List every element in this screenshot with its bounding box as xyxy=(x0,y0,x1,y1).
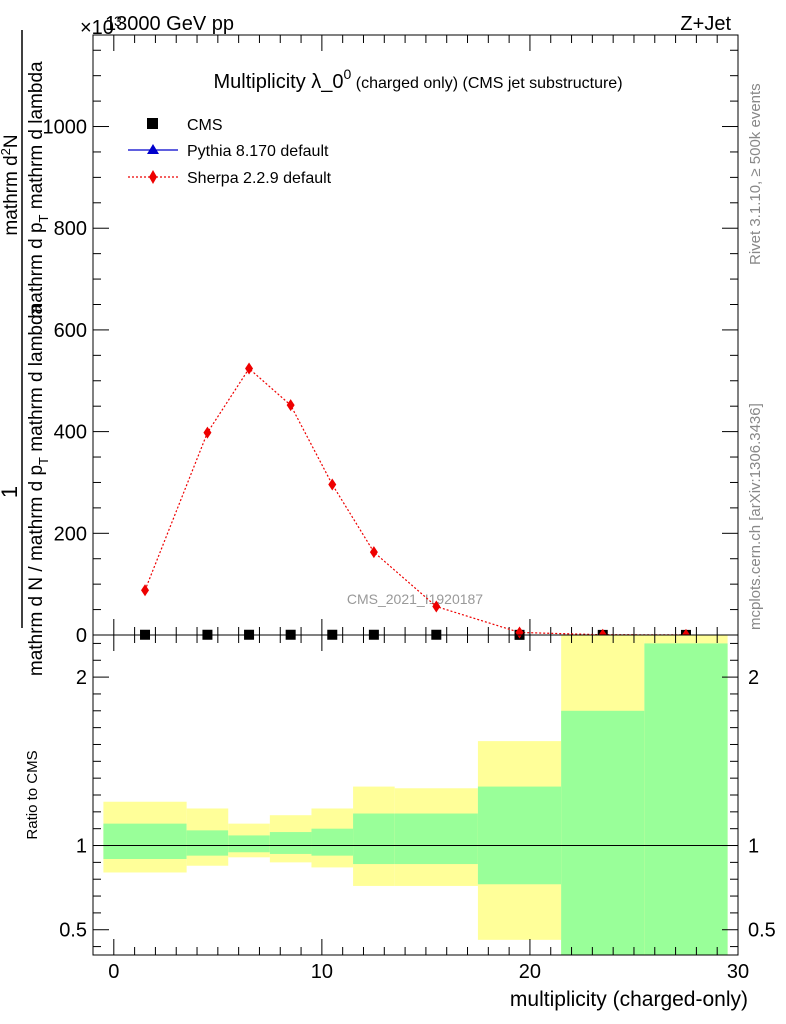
ratio-xtick-label: 20 xyxy=(519,961,541,983)
ratio-stat-band xyxy=(103,823,187,859)
legend-cms-label: CMS xyxy=(187,117,223,134)
ratio-ytick-label-left: 1 xyxy=(76,836,87,858)
ratio-stat-band xyxy=(353,813,395,865)
y-label-one: 1 xyxy=(0,486,22,498)
ratio-y-label: Ratio to CMS xyxy=(24,750,41,839)
ratio-ytick-label-right: 2 xyxy=(748,667,759,689)
ratio-ytick-label-left: 0.5 xyxy=(59,920,87,942)
main-x-ticks xyxy=(92,35,739,635)
y-label-bottom: mathrm d pT mathrm d lambda xyxy=(26,61,51,319)
ratio-stat-band xyxy=(186,830,229,856)
sherpa-point xyxy=(245,362,254,375)
legend-pythia-label: Pythia 8.170 default xyxy=(187,143,329,160)
rivet-label: Rivet 3.1.10, ≥ 500k events xyxy=(747,83,764,265)
energy-label: 13000 GeV pp xyxy=(105,13,234,35)
ratio-ytick-label-left: 2 xyxy=(76,667,87,689)
sherpa-point xyxy=(328,478,337,491)
exponent-power: 3 xyxy=(114,13,122,29)
ratio-stat-band xyxy=(269,832,312,854)
sherpa-point xyxy=(432,600,441,613)
main-ytick-label: 1000 xyxy=(43,117,88,139)
legend-sherpa-label: Sherpa 2.2.9 default xyxy=(187,170,332,187)
ratio-xtick-label: 30 xyxy=(727,961,749,983)
main-ytick-label: 400 xyxy=(54,422,87,444)
main-y-ticks: 0 200 400 600 800 1000 xyxy=(43,49,738,647)
ratio-stat-band xyxy=(561,710,645,955)
main-title-sub: (charged only) (CMS jet substructure) xyxy=(356,75,623,92)
y-label-lower: mathrm d N / mathrm d pT mathrm d lambda xyxy=(26,303,51,676)
legend-cms-marker xyxy=(147,118,158,129)
exponent-label: ×103 xyxy=(80,13,122,39)
process-label: Z+Jet xyxy=(680,13,731,35)
watermark: CMS_2021_I1920187 xyxy=(347,591,483,607)
legend-pythia-marker xyxy=(147,144,159,154)
ratio-bands xyxy=(93,635,738,955)
main-title: Multiplicity λ_00 (charged only) (CMS je… xyxy=(213,66,622,93)
ratio-x-label: multiplicity (charged-only) xyxy=(510,988,748,1011)
main-ytick-label: 200 xyxy=(54,523,87,545)
main-title-sup: 0 xyxy=(344,66,352,82)
main-ytick-label: 600 xyxy=(54,320,87,342)
ratio-ticks: 0 10 20 30 0.5 0.5 1 1 2 2 xyxy=(59,635,776,983)
ratio-stat-band xyxy=(228,835,270,853)
ratio-ytick-label-right: 0.5 xyxy=(748,920,776,942)
sherpa-point xyxy=(203,426,212,439)
ratio-stat-band xyxy=(644,643,728,955)
ratio-stat-band xyxy=(477,786,562,885)
ratio-stat-band xyxy=(394,813,478,865)
sherpa-point xyxy=(141,584,150,597)
sherpa-point xyxy=(286,399,295,412)
main-y-label: 1 mathrm d N / mathrm d pT mathrm d lamb… xyxy=(0,30,51,676)
sherpa-point xyxy=(369,546,378,559)
ratio-ytick-label-right: 1 xyxy=(748,836,759,858)
mcplots-label: mcplots.cern.ch [arXiv:1306.3436] xyxy=(747,403,764,630)
y-label-top: mathrm d2N xyxy=(0,134,22,235)
main-ytick-label: 0 xyxy=(76,625,87,647)
ratio-xtick-label: 0 xyxy=(108,961,119,983)
ratio-stat-band xyxy=(311,828,354,856)
legend-sherpa-marker xyxy=(149,170,157,184)
legend: CMS Pythia 8.170 default Sherpa 2.2.9 de… xyxy=(128,117,332,187)
ratio-xtick-label: 10 xyxy=(311,961,333,983)
sherpa-line xyxy=(144,367,686,636)
main-ytick-label: 800 xyxy=(54,218,87,240)
